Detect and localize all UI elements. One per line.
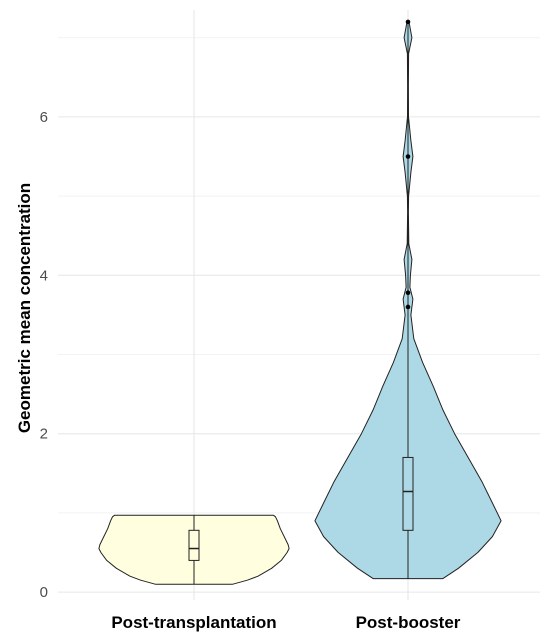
y-tick-label: 4 (40, 267, 48, 284)
y-axis-title: Geometric mean concentration (15, 183, 34, 433)
y-tick-label: 6 (40, 109, 48, 126)
violins (98, 21, 502, 585)
outlier-point (405, 154, 411, 159)
outlier-point (405, 290, 411, 296)
y-axis-ticks: 0 2 4 6 (40, 109, 48, 601)
iqr-box (402, 456, 414, 531)
iqr-box (188, 529, 200, 561)
y-tick-label: 2 (40, 426, 48, 443)
outlier-point (405, 304, 411, 310)
x-tick-label: Post-booster (356, 613, 461, 632)
outlier-points (405, 19, 411, 310)
y-tick-label: 0 (40, 584, 48, 601)
box-plots (188, 21, 414, 585)
outlier-point (405, 19, 411, 25)
x-tick-label: Post-transplantation (111, 613, 276, 632)
x-axis-ticks: Post-transplantation Post-booster (111, 613, 460, 632)
